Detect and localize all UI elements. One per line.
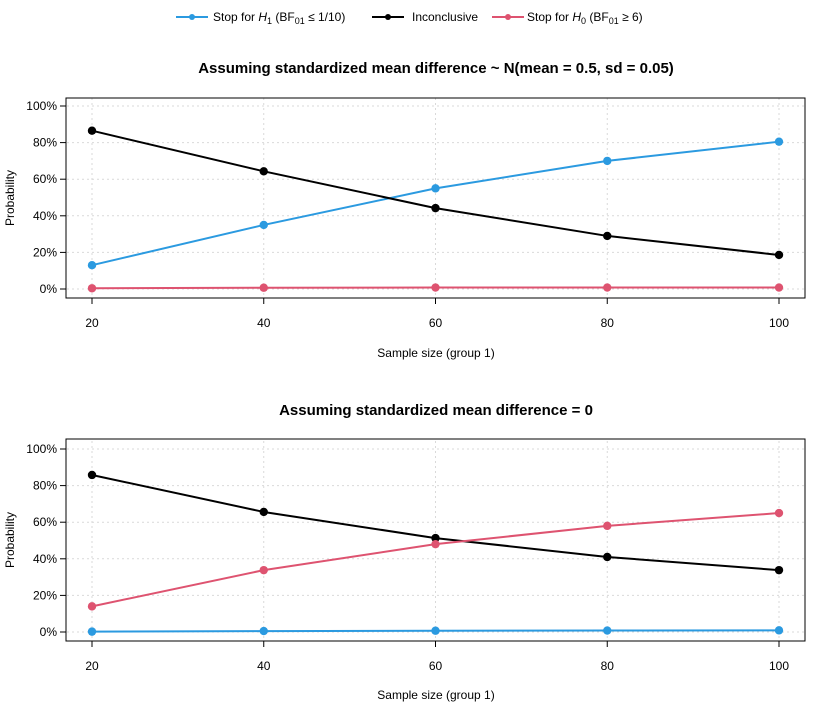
data-point-inconclusive [87,470,97,480]
chart-title: Assuming standardized mean difference ~ … [198,60,674,77]
chart-title: Assuming standardized mean difference = … [279,402,593,419]
data-point-inconclusive [774,565,784,575]
legend-marker-inconclusive [385,14,391,20]
y-tick-label: 40% [33,552,57,566]
y-tick-label: 100% [26,442,57,456]
data-point-stop_h0 [259,565,268,575]
data-point-stop_h0 [774,508,784,518]
chart-panel-bottom: Assuming standardized mean difference = … [3,402,806,702]
data-point-stop_h1 [603,626,612,635]
x-tick-label: 60 [429,659,443,673]
y-tick-label: 0% [40,282,58,296]
y-tick-label: 0% [40,625,58,639]
data-point-inconclusive [87,126,97,135]
series-group [87,126,784,293]
x-tick-label: 60 [429,316,443,330]
legend-marker-stop-h1 [189,14,195,20]
y-tick-label: 60% [33,515,57,529]
y-axis: 0% 20% 40% 60% 80% 100% [26,99,66,296]
x-tick-label: 80 [601,316,615,330]
x-tick-label: 20 [85,659,99,673]
y-tick-label: 20% [33,588,57,602]
data-point-inconclusive [431,533,440,543]
x-axis-label: Sample size (group 1) [377,346,494,360]
data-point-stop_h1 [774,626,784,635]
y-tick-label: 20% [33,245,57,259]
legend-label-stop-h1: Stop for H1 (BF01 ≤ 1/10) [213,10,345,26]
x-tick-label: 40 [257,316,271,330]
data-point-stop_h0 [87,284,97,293]
data-point-stop_h1 [87,627,97,636]
x-axis-label: Sample size (group 1) [377,688,494,702]
y-tick-label: 60% [33,172,57,186]
series-group [87,470,784,636]
data-point-inconclusive [259,167,268,176]
x-axis: 20 40 60 80 100 [85,298,789,330]
data-point-stop_h0 [259,283,268,292]
data-point-stop_h0 [431,539,440,549]
data-point-stop_h1 [259,220,268,230]
data-point-stop_h1 [603,156,612,166]
y-axis-label: Probability [3,512,17,568]
x-tick-label: 100 [769,316,789,330]
data-point-stop_h0 [431,283,440,292]
x-tick-label: 40 [257,659,271,673]
data-point-stop_h0 [603,283,612,292]
y-tick-label: 80% [33,136,57,150]
data-point-stop_h1 [774,137,784,146]
y-axis-label: Probability [3,170,17,226]
x-tick-label: 100 [769,659,789,673]
legend-item-stop-h0: Stop for H0 (BF01 ≥ 6) [492,10,643,26]
data-point-stop_h1 [431,626,440,635]
data-point-stop_h1 [431,184,440,193]
data-point-stop_h0 [87,602,97,611]
legend: Stop for H1 (BF01 ≤ 1/10) Inconclusive S… [176,10,643,26]
y-tick-label: 80% [33,479,57,493]
legend-item-stop-h1: Stop for H1 (BF01 ≤ 1/10) [176,10,345,26]
legend-label-stop-h0: Stop for H0 (BF01 ≥ 6) [527,10,643,26]
y-axis: 0% 20% 40% 60% 80% 100% [26,442,66,639]
legend-marker-stop-h0 [505,14,511,20]
y-tick-label: 100% [26,99,57,113]
grid [67,98,804,297]
data-point-stop_h0 [603,521,612,531]
data-point-inconclusive [774,250,784,260]
chart-panel-top: Assuming standardized mean difference ~ … [3,60,806,360]
data-point-stop_h1 [259,626,268,636]
legend-item-inconclusive: Inconclusive [372,10,478,24]
data-point-inconclusive [431,203,440,213]
data-point-stop_h1 [87,261,97,270]
x-tick-label: 80 [601,659,615,673]
y-tick-label: 40% [33,209,57,223]
legend-label-inconclusive: Inconclusive [412,10,478,24]
data-point-inconclusive [603,231,612,241]
data-point-inconclusive [603,552,612,562]
data-point-inconclusive [259,507,268,517]
x-axis: 20 40 60 80 100 [85,641,789,673]
x-tick-label: 20 [85,316,99,330]
data-point-stop_h0 [774,283,784,292]
